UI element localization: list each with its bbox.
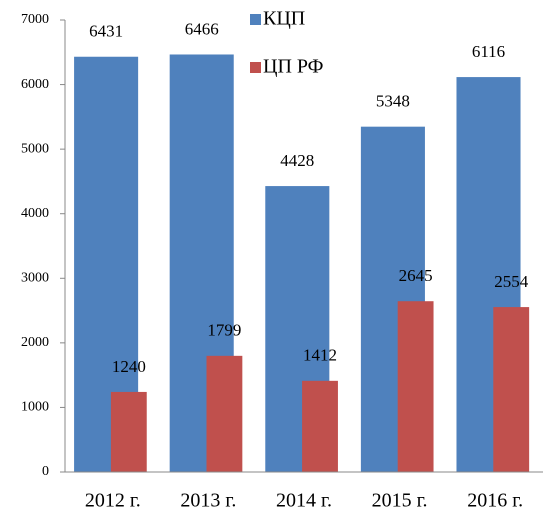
- data-label: 2554: [494, 272, 529, 291]
- y-tick-label: 1000: [21, 400, 49, 415]
- bar: [493, 307, 530, 472]
- x-tick-label: 2014 г.: [276, 490, 332, 512]
- bar: [110, 391, 147, 472]
- legend-swatch: [250, 62, 261, 73]
- data-label: 5348: [376, 92, 410, 111]
- data-label: 1799: [207, 321, 241, 340]
- x-tick-label: 2012 г.: [85, 490, 141, 512]
- legend-swatch: [250, 14, 261, 25]
- y-tick-label: 2000: [21, 335, 49, 350]
- legend-label: ЦП РФ: [263, 56, 323, 78]
- y-tick-label: 7000: [21, 12, 49, 27]
- x-tick-label: 2016 г.: [467, 490, 523, 512]
- data-label: 4428: [280, 151, 314, 170]
- y-tick-label: 3000: [21, 271, 49, 286]
- bar: [206, 355, 243, 472]
- bar: [397, 301, 434, 472]
- data-label: 1412: [303, 346, 337, 365]
- x-tick-label: 2015 г.: [372, 490, 428, 512]
- y-tick-label: 5000: [21, 141, 49, 156]
- bar: [302, 380, 338, 472]
- x-tick-label: 2013 г.: [180, 490, 236, 512]
- data-label: 6116: [472, 42, 505, 61]
- data-label: 1240: [112, 357, 146, 376]
- data-label: 6466: [185, 19, 219, 38]
- legend-label: КЦП: [263, 8, 305, 30]
- y-tick-label: 6000: [21, 77, 49, 92]
- data-label: 6431: [89, 22, 123, 41]
- y-tick-label: 0: [42, 464, 49, 479]
- data-label: 2645: [399, 266, 433, 285]
- y-tick-label: 4000: [21, 206, 49, 221]
